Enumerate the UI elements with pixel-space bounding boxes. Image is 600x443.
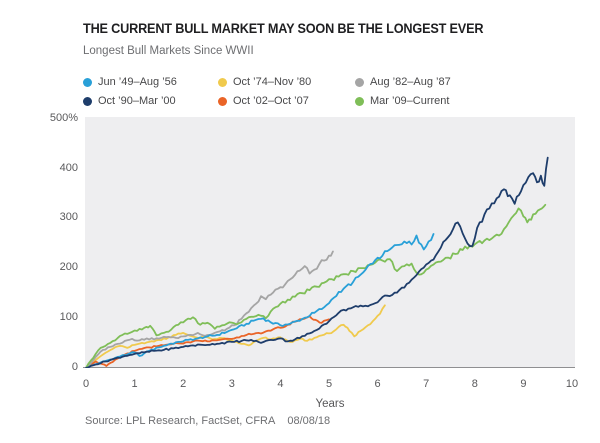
legend-item: Oct ’74–Nov ’80 (218, 75, 311, 89)
series-line-0 (85, 233, 435, 368)
x-axis-title: Years (315, 398, 345, 410)
legend-swatch-icon (218, 96, 227, 106)
chart-title: THE CURRENT BULL MARKET MAY SOON BE THE … (83, 21, 484, 36)
y-tick-label: 200 (59, 261, 78, 274)
x-tick-label: 7 (423, 378, 430, 390)
y-tick-label: 400 (59, 161, 78, 174)
x-tick-label: 5 (325, 378, 333, 390)
chart-plot-area (85, 156, 549, 368)
x-axis-line (83, 367, 575, 369)
legend-swatch-icon (355, 77, 364, 87)
x-tick-label: 3 (228, 378, 235, 390)
legend-label: Oct ’90–Mar ’00 (98, 95, 176, 107)
x-tick-label: 4 (277, 378, 284, 390)
legend-item: Oct ’90–Mar ’00 (83, 94, 176, 108)
x-tick-label: 2 (180, 378, 187, 390)
chart-subtitle: Longest Bull Markets Since WWII (83, 45, 254, 57)
x-tick-label: 6 (374, 378, 381, 390)
legend-item: Aug ’82–Aug ’87 (355, 75, 451, 89)
x-tick-label: 0 (82, 378, 90, 390)
legend-swatch-icon (355, 96, 364, 106)
legend-label: Aug ’82–Aug ’87 (370, 76, 451, 88)
y-tick-label: 300 (59, 211, 78, 224)
legend-swatch-icon (83, 96, 92, 106)
source-note: Source: LPL Research, FactSet, CFRA 08/08… (85, 415, 330, 427)
x-tick-label: 9 (520, 378, 527, 390)
series-line-1 (85, 304, 386, 368)
legend-swatch-icon (83, 77, 92, 87)
legend-label: Jun ’49–Aug ’56 (98, 76, 177, 88)
series-line-3 (85, 156, 549, 368)
plot-background (85, 117, 575, 368)
legend-item: Mar ’09–Current (355, 94, 449, 108)
x-tick-label: 10 (565, 378, 579, 390)
y-tick-label: 100 (59, 310, 78, 323)
legend-label: Oct ’02–Oct ’07 (233, 95, 309, 107)
source-date: 08/08/18 (287, 415, 331, 427)
y-tick-label: 0 (71, 360, 78, 373)
series-line-2 (85, 250, 334, 368)
legend-swatch-icon (218, 77, 227, 87)
x-tick-label: 1 (131, 378, 138, 390)
legend-label: Mar ’09–Current (370, 95, 450, 107)
legend-item: Oct ’02–Oct ’07 (218, 94, 309, 108)
legend-item: Jun ’49–Aug ’56 (83, 75, 177, 89)
x-tick-label: 8 (471, 378, 478, 390)
legend-label: Oct ’74–Nov ’80 (233, 76, 312, 88)
y-tick-label: 500% (49, 112, 78, 124)
source-text: Source: LPL Research, FactSet, CFRA (85, 415, 276, 427)
